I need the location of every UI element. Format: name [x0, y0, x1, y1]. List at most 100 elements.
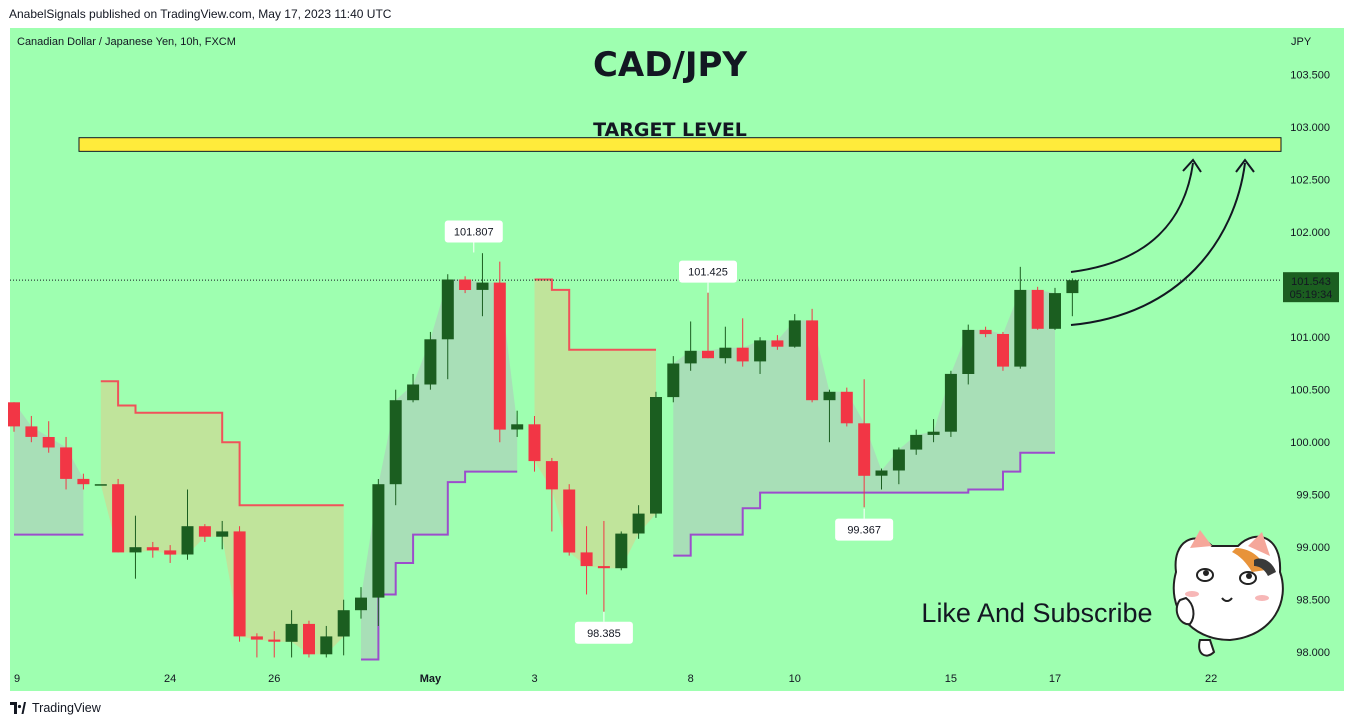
projection-arrows [1070, 158, 1255, 326]
candle-body [840, 391, 853, 424]
candle-body [250, 636, 263, 640]
candle-body [910, 434, 923, 450]
candle-body [580, 552, 593, 567]
price-tick-label: 100.000 [1290, 437, 1330, 449]
cloud-lower-2 [673, 289, 1055, 556]
price-annotation: 99.367 [835, 508, 894, 541]
time-tick-label: 9 [14, 673, 20, 685]
price-axis[interactable]: 103.500103.000102.500102.000101.500101.0… [1290, 70, 1330, 660]
candle-body [997, 334, 1009, 367]
candle-body [736, 347, 749, 362]
time-axis[interactable]: 9 24 26 May 3 8 10 15 17 22 [14, 673, 1217, 685]
candle-body [459, 279, 472, 290]
candle-body [407, 384, 420, 401]
candle-body [181, 526, 194, 555]
projection-arrow-lower [1070, 162, 1246, 326]
candle-body [528, 424, 541, 462]
candle-body [858, 423, 871, 476]
upper-band-line-0 [100, 380, 344, 507]
candle-body [164, 550, 177, 555]
candle-body [424, 339, 437, 385]
price-tick-label: 103.500 [1290, 70, 1330, 82]
cloud-upper-0 [100, 381, 344, 655]
price-tick-label: 101.000 [1290, 332, 1330, 344]
price-annotation: 98.385 [574, 611, 633, 644]
candle-body [545, 461, 558, 490]
candle-body [1031, 289, 1044, 329]
candle-body [719, 347, 732, 359]
published-line: AnabelSignals published on TradingView.c… [9, 7, 392, 21]
candle-body [563, 489, 576, 553]
price-tick-label: 100.500 [1290, 385, 1330, 397]
candle-body [650, 397, 662, 514]
target-level-zone[interactable] [78, 137, 1282, 152]
time-tick-label: 17 [1049, 673, 1061, 685]
cloud-lower-1 [361, 279, 518, 660]
time-tick-label: 8 [688, 673, 694, 685]
price-tick-label: 102.500 [1290, 175, 1330, 187]
price-tick-label: 99.000 [1296, 542, 1330, 554]
currency-label: JPY [1291, 36, 1312, 48]
candle-body [979, 329, 992, 335]
candle-body [60, 447, 73, 479]
candle-body [684, 350, 697, 364]
annotation-text: 98.385 [587, 628, 621, 640]
candle-body [962, 329, 975, 374]
annotation-box [444, 220, 503, 243]
annotation-box [835, 518, 894, 541]
candles [8, 253, 1079, 658]
price-tick-label: 98.500 [1296, 595, 1330, 607]
annotation-text: 101.807 [454, 226, 494, 238]
upper-band-line-1 [534, 278, 656, 351]
chart-title: CAD/JPY [593, 45, 747, 85]
price-annotation: 101.807 [444, 220, 503, 253]
candle-body [944, 373, 957, 432]
price-annotations: 101.807 98.385 101.425 99.367 [444, 220, 894, 644]
candle-body [667, 363, 680, 398]
indicator-cloud [14, 279, 1055, 660]
last-price-badge: 101.543 05:19:34 [1283, 272, 1339, 303]
candle-body [25, 426, 38, 437]
candle-body [389, 400, 402, 485]
candle-body [233, 531, 246, 637]
annotation-text: 101.425 [688, 267, 728, 279]
candle-body [268, 639, 281, 642]
time-tick-label: 10 [789, 673, 801, 685]
annotation-text: 99.367 [847, 525, 881, 537]
candle-body [8, 402, 20, 427]
annotation-box [574, 621, 633, 644]
time-tick-label: 15 [945, 673, 957, 685]
candle-body [303, 623, 315, 655]
projection-arrow-upper [1070, 162, 1194, 273]
target-level-label: TARGET LEVEL [593, 119, 747, 141]
time-tick-label: May [420, 673, 442, 685]
candle-body [788, 320, 801, 347]
candle-body [337, 610, 350, 637]
candle-body [1049, 293, 1061, 329]
candle-body [493, 282, 506, 430]
candle-body [112, 484, 125, 553]
time-tick-label: 3 [531, 673, 537, 685]
candle-body [476, 282, 489, 290]
candle-body [320, 636, 333, 655]
price-tick-label: 99.500 [1296, 490, 1330, 502]
price-tick-label: 103.000 [1290, 122, 1330, 134]
candle-body [702, 350, 714, 359]
time-tick-label: 26 [268, 673, 280, 685]
symbol-info: Canadian Dollar / Japanese Yen, 10h, FXC… [17, 36, 236, 48]
countdown-value: 05:19:34 [1290, 289, 1333, 301]
price-annotation: 101.425 [679, 260, 737, 293]
candle-body [892, 449, 905, 471]
candle-body [1014, 289, 1027, 367]
candle-body [372, 484, 385, 598]
time-tick-label: 24 [164, 673, 176, 685]
projection-arrow-upper-head [1182, 158, 1202, 173]
candle-body [927, 431, 940, 435]
candle-body [632, 513, 645, 534]
footer-brand[interactable]: TradingView [10, 701, 101, 715]
candle-body [754, 340, 767, 362]
tradingview-logo-icon [10, 702, 26, 714]
price-tick-label: 102.000 [1290, 227, 1330, 239]
candle-body [441, 279, 454, 340]
